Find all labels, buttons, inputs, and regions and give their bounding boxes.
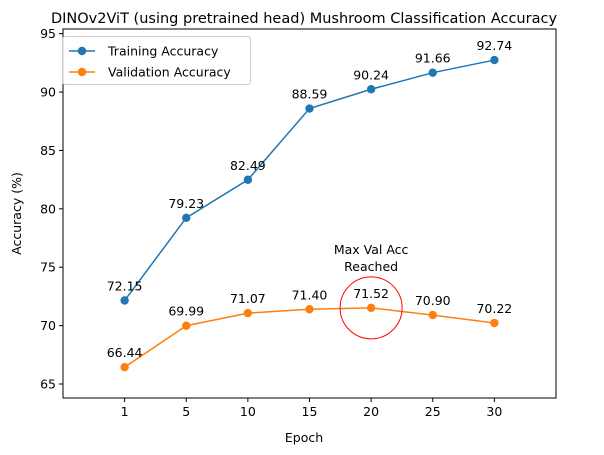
legend-box xyxy=(62,36,251,85)
series-2-data-label: 70.22 xyxy=(476,301,512,316)
series-1-data-label: 72.15 xyxy=(107,278,143,293)
series-1-point xyxy=(243,175,253,184)
series-1-point xyxy=(490,55,499,65)
series-1-data-label: 79.23 xyxy=(168,196,204,211)
x-tick-label: 15 xyxy=(302,404,318,419)
series-1-data-label: 91.66 xyxy=(415,51,451,66)
series-2-data-label: 66.44 xyxy=(107,345,143,360)
series-2-data-label: 71.07 xyxy=(230,291,266,306)
series-2-data-label: 71.40 xyxy=(292,287,328,302)
annotation-text-line2: Reached xyxy=(344,259,398,274)
series-2-point xyxy=(120,362,129,372)
plot-area: 72.15 79.23 82.49 88.59 90.24 91.66 92.74 66.44… xyxy=(107,38,512,372)
y-tick-label: 80 xyxy=(40,201,56,216)
y-axis: 65 70 75 80 85 90 95 xyxy=(40,26,63,391)
series-2-data-label: 71.52 xyxy=(353,286,389,301)
series-2-point xyxy=(182,321,191,330)
y-tick-label: 70 xyxy=(40,318,56,333)
series-1-point xyxy=(305,104,314,113)
series-1-data-label: 90.24 xyxy=(353,67,389,82)
series-2-data-label: 70.90 xyxy=(415,293,451,308)
legend-entry-label: Training Accuracy xyxy=(107,44,219,59)
annotation-circle xyxy=(339,276,403,340)
series-1-data-label: 82.49 xyxy=(230,158,266,173)
legend-swatch-marker xyxy=(77,67,87,77)
legend-swatch-marker xyxy=(77,46,87,56)
series-2-point xyxy=(366,303,376,313)
chart-title: DINOv2ViT (using pretrained head) Mushro… xyxy=(51,11,557,27)
x-tick-label: 25 xyxy=(425,404,441,419)
legend: Training Accuracy Validation Accuracy xyxy=(62,36,251,85)
series-1-point xyxy=(428,68,437,77)
series-1-point xyxy=(366,85,376,94)
series-2-point xyxy=(428,310,437,320)
x-tick-label: 5 xyxy=(182,404,190,419)
annotation-text-line1: Max Val Acc xyxy=(334,242,409,257)
y-tick-label: 85 xyxy=(40,143,56,158)
series-1-point xyxy=(120,296,129,305)
y-tick-label: 90 xyxy=(40,85,56,100)
series-2-point xyxy=(490,318,499,328)
series-2-data-label: 69.99 xyxy=(168,304,204,319)
y-axis-label: Accuracy (%) xyxy=(9,172,24,255)
series-1-data-label: 88.59 xyxy=(292,87,328,102)
max-val-annotation: Max Val Acc Reached xyxy=(334,242,409,340)
x-tick-label: 1 xyxy=(121,404,129,419)
series-1-point xyxy=(182,213,191,223)
legend-entry-label: Validation Accuracy xyxy=(108,65,231,80)
x-tick-label: 10 xyxy=(240,404,256,419)
x-tick-label: 30 xyxy=(486,404,502,419)
series-2-point xyxy=(243,308,253,318)
y-tick-label: 75 xyxy=(40,260,56,275)
y-tick-label: 95 xyxy=(40,26,56,41)
x-axis: 1 5 10 15 20 25 30 xyxy=(121,398,502,419)
series-2-point xyxy=(305,305,314,314)
x-tick-label: 20 xyxy=(363,404,379,419)
x-axis-label: Epoch xyxy=(285,430,323,445)
series-1-data-label: 92.74 xyxy=(476,38,512,53)
y-tick-label: 65 xyxy=(40,376,56,391)
